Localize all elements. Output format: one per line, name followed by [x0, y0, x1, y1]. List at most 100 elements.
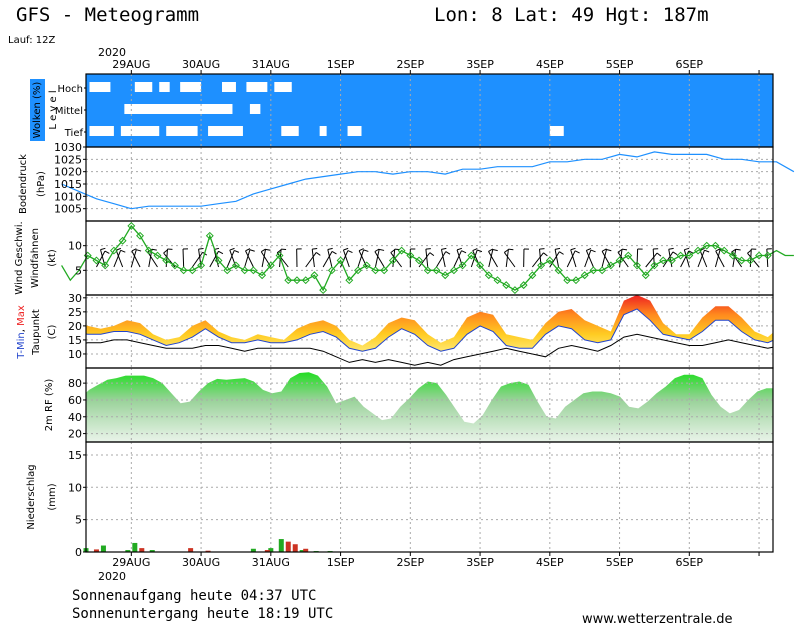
wind-barb — [229, 249, 237, 268]
sunrise-text: Sonnenaufgang heute 04:37 UTC — [72, 588, 316, 604]
wind-speed-marker — [214, 256, 223, 265]
wind-barb-flag — [508, 248, 514, 251]
wind-barb — [636, 248, 639, 268]
wind-speed-marker — [624, 251, 633, 260]
wind-speed-marker — [275, 251, 284, 260]
wind-barb-flag — [276, 249, 282, 254]
date-label-bottom: 30AUG — [182, 556, 220, 569]
wind-speed-axis-label: Wind Geschwi. — [14, 221, 25, 294]
wind-barb-flag — [586, 248, 592, 251]
precip-bar-convective — [292, 544, 298, 552]
wind-speed-marker — [179, 266, 188, 275]
wind-barb-flag — [555, 247, 561, 250]
wind-barb-flag — [559, 251, 564, 255]
wind-barb — [436, 251, 447, 268]
wind-barb-flag — [261, 248, 266, 253]
wind-barb — [374, 251, 385, 268]
wind-speed-marker — [572, 276, 580, 285]
wind-barb-flag — [461, 250, 467, 254]
wind-barb — [311, 249, 315, 268]
precip-bar-rain — [100, 545, 106, 552]
y-tick-label: 30 — [68, 292, 82, 305]
plot-area-wind — [61, 221, 794, 295]
wind-barb — [209, 251, 219, 268]
wind-barb-flag — [312, 248, 318, 250]
wind-barb — [731, 251, 743, 268]
wind-barb-flag — [472, 248, 478, 252]
wind-speed-marker — [685, 251, 694, 260]
wind-barb — [503, 252, 516, 268]
wind-barb — [488, 251, 498, 268]
wind-barb — [322, 251, 333, 268]
wind-barb — [245, 250, 254, 268]
wind-speed-marker — [467, 251, 476, 260]
wind-barb — [182, 248, 185, 268]
wind-speed-marker — [641, 271, 650, 280]
panel-precip: 0 5 10 15 Niederschlag (mm) — [26, 441, 774, 559]
y-tick-label: 1015 — [54, 178, 82, 191]
wind-barb-flag — [621, 248, 628, 251]
wind-speed-marker — [397, 246, 406, 255]
y-tick-label: 15 — [68, 449, 82, 462]
wind-speed-marker — [336, 256, 345, 265]
wind-barb — [554, 249, 560, 268]
wind-barb-flag — [265, 248, 271, 251]
date-label-top: 1SEP — [327, 58, 355, 71]
wind-barb — [617, 251, 629, 268]
plot-area-temp — [86, 295, 773, 368]
panel-frame — [85, 146, 774, 222]
wind-barb — [96, 250, 106, 268]
wind-speed-marker — [231, 261, 240, 270]
date-label-top: 6SEP — [676, 58, 704, 71]
date-axis-top: 29AUG 30AUG 31AUG 1SEP 2SEP 3SEP 4SEP 5SEP 6SEP — [112, 58, 760, 74]
wind-barb — [715, 250, 725, 268]
wind-speed-marker — [162, 256, 171, 265]
wind-speed-marker — [380, 266, 389, 275]
wind-speed-marker — [327, 266, 336, 275]
wind-speed-marker — [406, 251, 415, 260]
wind-barb-flag — [234, 249, 240, 253]
panels: Wolken (%) L e v e lHochMittelTief1005101… — [14, 73, 795, 559]
wind-speed-marker — [519, 281, 528, 290]
wind-barb-flag — [151, 248, 157, 251]
wind-barb-flag — [456, 247, 462, 251]
wind-speed-marker — [711, 241, 720, 250]
wind-barb — [601, 249, 607, 268]
wind-speed-marker — [449, 266, 458, 275]
wind-speed-marker — [188, 266, 197, 275]
date-label-bottom: 2SEP — [397, 556, 425, 569]
wind-speed-marker — [458, 261, 467, 270]
temp-max-label: Max — [16, 305, 27, 326]
cloud-gap-tief — [89, 126, 114, 136]
wind-barb — [714, 249, 721, 268]
wind-speed-marker — [345, 276, 354, 285]
wind-speed-marker — [728, 251, 737, 260]
wind-speed-marker — [266, 261, 275, 270]
wind-barb — [244, 249, 251, 268]
wind-barb-flag — [731, 248, 736, 253]
wind-speed-marker — [510, 286, 519, 295]
wind-speed-marker — [249, 266, 258, 275]
wind-speed-marker — [755, 251, 764, 260]
wind-barb — [732, 249, 737, 268]
y-tick-label: 1030 — [54, 141, 82, 154]
y-tick-label: 5 — [75, 514, 82, 527]
wind-speed-marker — [484, 271, 493, 280]
wind-barb — [130, 249, 137, 268]
wind-speed-marker — [301, 276, 310, 285]
rh-clipped — [86, 372, 773, 442]
precip-axis-label: Niederschlag — [26, 464, 37, 529]
wind-barb-flag — [504, 249, 509, 253]
wind-barb-flag — [488, 248, 494, 252]
wind-barb-flag — [245, 248, 251, 252]
year-label-top: 2020 — [98, 46, 126, 59]
wind-speed-marker — [528, 271, 537, 280]
cloud-gap-tief — [319, 126, 327, 136]
wind-unit-label: (kt) — [47, 249, 58, 267]
wind-speed-marker — [136, 231, 145, 240]
cloud-label-bg — [30, 79, 45, 141]
precip-bar-rain — [125, 550, 131, 552]
date-label-top: 31AUG — [252, 58, 290, 71]
